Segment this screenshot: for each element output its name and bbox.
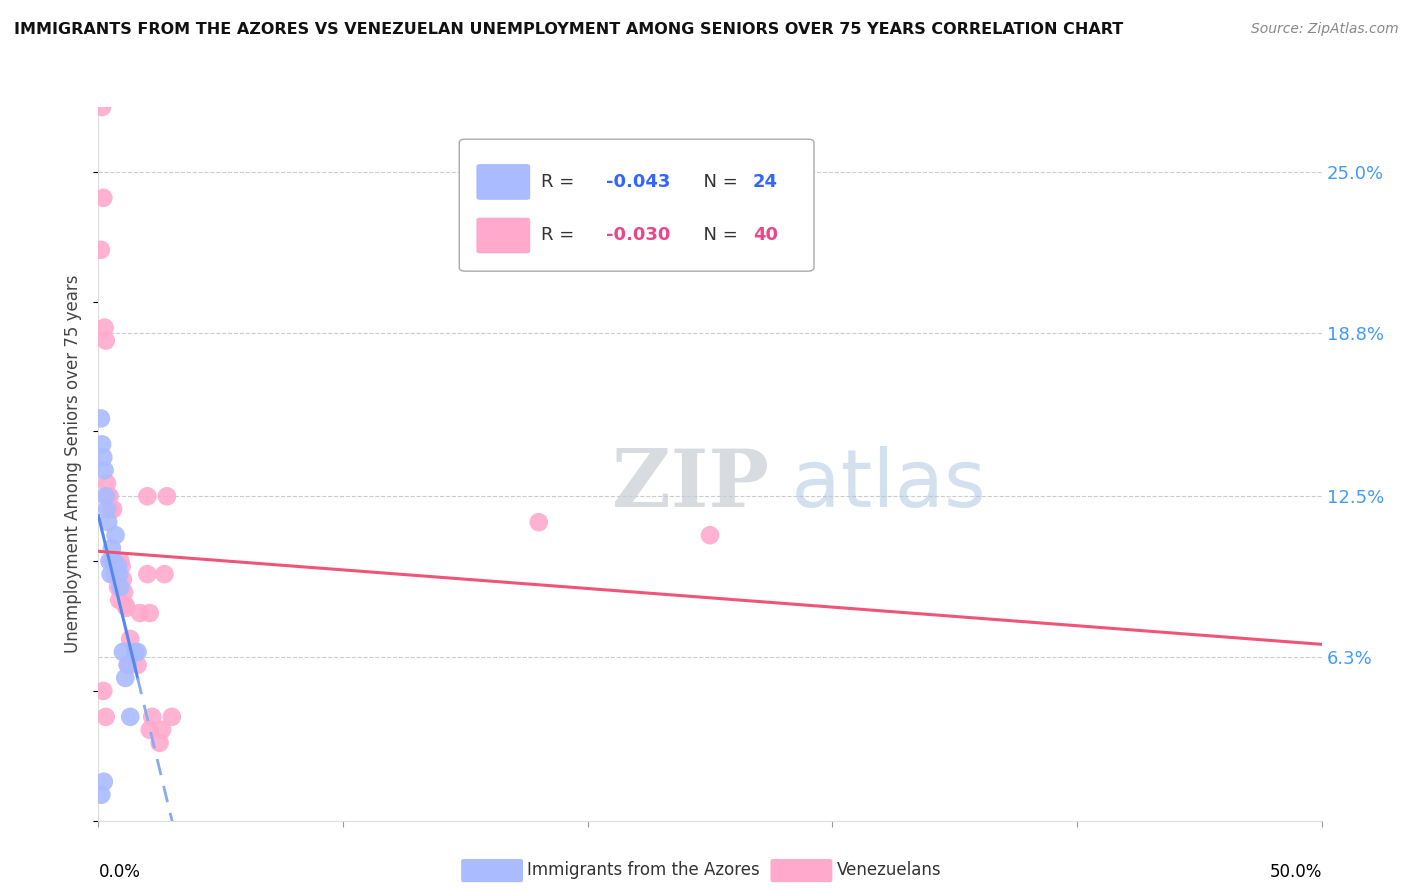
Point <box>141 710 163 724</box>
Text: 40: 40 <box>752 227 778 244</box>
Point <box>120 710 142 724</box>
Point <box>91 450 114 465</box>
Text: -0.030: -0.030 <box>606 227 671 244</box>
Point <box>136 489 159 503</box>
Point <box>91 684 114 698</box>
Text: 0.0%: 0.0% <box>98 863 141 881</box>
Point <box>93 320 115 334</box>
Point <box>98 554 121 568</box>
Point <box>120 632 142 646</box>
Point <box>94 710 117 724</box>
Text: atlas: atlas <box>612 446 986 524</box>
Point <box>91 437 114 451</box>
Point <box>100 502 122 516</box>
Point <box>94 334 117 348</box>
Point <box>93 774 115 789</box>
Point <box>110 554 132 568</box>
Point <box>117 657 139 672</box>
Point <box>94 489 117 503</box>
Point <box>90 788 112 802</box>
Point <box>114 599 136 613</box>
Point <box>105 567 128 582</box>
Y-axis label: Unemployment Among Seniors over 75 years: Unemployment Among Seniors over 75 years <box>65 275 83 653</box>
Point <box>100 567 122 582</box>
Point <box>107 580 129 594</box>
Point <box>96 502 118 516</box>
Point <box>139 606 162 620</box>
Point <box>150 723 173 737</box>
FancyBboxPatch shape <box>477 218 530 253</box>
Point <box>117 657 139 672</box>
Point <box>91 100 114 114</box>
Text: 24: 24 <box>752 173 778 191</box>
Point <box>97 515 120 529</box>
Point <box>90 243 112 257</box>
Point <box>136 567 159 582</box>
Point <box>98 489 121 503</box>
Point <box>101 541 124 556</box>
Text: Immigrants from the Azores: Immigrants from the Azores <box>527 861 761 879</box>
Point <box>107 559 129 574</box>
Point <box>149 736 172 750</box>
Point <box>90 411 112 425</box>
Point <box>111 559 134 574</box>
Text: IMMIGRANTS FROM THE AZORES VS VENEZUELAN UNEMPLOYMENT AMONG SENIORS OVER 75 YEAR: IMMIGRANTS FROM THE AZORES VS VENEZUELAN… <box>14 22 1123 37</box>
Text: R =: R = <box>541 227 581 244</box>
Text: 50.0%: 50.0% <box>1270 863 1322 881</box>
Point <box>124 645 146 659</box>
Text: Source: ZipAtlas.com: Source: ZipAtlas.com <box>1251 22 1399 37</box>
Text: N =: N = <box>692 173 744 191</box>
Point <box>699 528 721 542</box>
Text: ZIP: ZIP <box>612 446 769 524</box>
Point <box>153 567 176 582</box>
Point <box>96 476 118 491</box>
Text: N =: N = <box>692 227 744 244</box>
Point <box>112 585 135 599</box>
Point <box>110 580 132 594</box>
Point <box>101 502 124 516</box>
Text: R =: R = <box>541 173 581 191</box>
Point <box>104 528 127 542</box>
Point <box>127 657 149 672</box>
Point <box>111 645 134 659</box>
Text: -0.043: -0.043 <box>606 173 671 191</box>
Point <box>111 572 134 586</box>
Point <box>103 567 125 582</box>
Point <box>114 671 136 685</box>
Point <box>139 723 162 737</box>
FancyBboxPatch shape <box>460 139 814 271</box>
Point <box>124 645 146 659</box>
FancyBboxPatch shape <box>477 164 530 200</box>
Point <box>108 593 131 607</box>
Point <box>527 515 550 529</box>
Point <box>93 463 115 477</box>
Point <box>127 645 149 659</box>
Point <box>115 600 138 615</box>
Point <box>156 489 179 503</box>
Point <box>101 554 124 568</box>
Text: Venezuelans: Venezuelans <box>837 861 941 879</box>
Point <box>103 554 125 568</box>
Point <box>91 191 114 205</box>
Point <box>160 710 183 724</box>
Point <box>101 554 124 568</box>
Point <box>129 606 152 620</box>
Point <box>108 567 131 582</box>
Point <box>97 489 120 503</box>
